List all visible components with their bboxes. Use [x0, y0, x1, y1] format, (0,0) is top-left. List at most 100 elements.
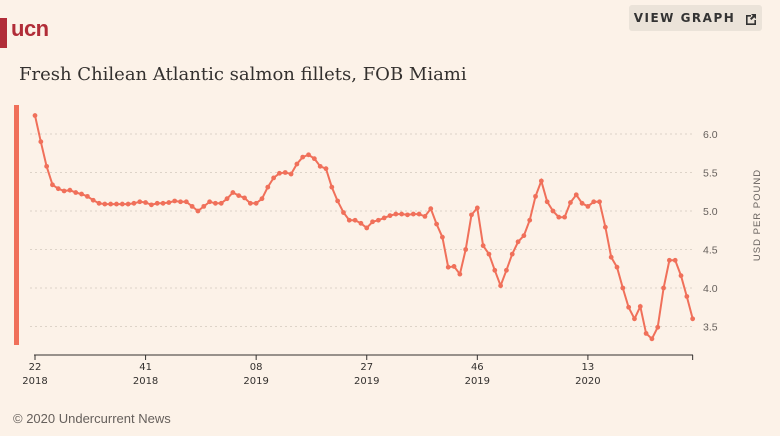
data-point[interactable] [626, 304, 632, 310]
data-point[interactable] [451, 264, 457, 269]
data-point[interactable] [335, 198, 341, 204]
data-point[interactable] [463, 247, 469, 252]
data-point[interactable] [90, 197, 96, 203]
data-point[interactable] [597, 199, 602, 205]
data-point[interactable] [137, 199, 143, 205]
data-point[interactable] [358, 220, 364, 226]
data-point[interactable] [521, 233, 527, 239]
data-point[interactable] [73, 190, 79, 195]
data-point[interactable] [661, 285, 666, 291]
data-point[interactable] [183, 199, 189, 205]
data-point[interactable] [556, 214, 562, 220]
data-point[interactable] [422, 213, 428, 219]
data-point[interactable] [620, 285, 626, 291]
data-point[interactable] [434, 221, 439, 227]
data-point[interactable] [591, 199, 597, 205]
data-point[interactable] [265, 184, 271, 190]
data-point[interactable] [509, 251, 515, 257]
data-point[interactable] [690, 316, 696, 322]
data-point[interactable] [352, 217, 358, 223]
data-point[interactable] [329, 184, 335, 190]
data-point[interactable] [143, 200, 148, 205]
data-point[interactable] [684, 294, 690, 299]
data-point[interactable] [602, 224, 608, 230]
data-point[interactable] [393, 211, 399, 217]
data-point[interactable] [149, 202, 154, 208]
data-point[interactable] [224, 196, 230, 202]
data-point[interactable] [102, 201, 108, 207]
data-point[interactable] [666, 257, 672, 263]
data-point[interactable] [277, 170, 282, 176]
data-point[interactable] [207, 199, 213, 205]
data-point[interactable] [131, 200, 137, 206]
data-point[interactable] [585, 203, 591, 209]
data-point[interactable] [213, 200, 218, 206]
data-point[interactable] [643, 331, 649, 336]
data-point[interactable] [399, 211, 405, 217]
data-point[interactable] [44, 163, 50, 169]
data-point[interactable] [655, 324, 661, 330]
data-point[interactable] [474, 205, 480, 211]
data-point[interactable] [637, 304, 643, 309]
data-point[interactable] [230, 190, 236, 195]
data-point[interactable] [288, 171, 294, 177]
data-point[interactable] [469, 212, 474, 218]
data-point[interactable] [375, 217, 381, 223]
data-point[interactable] [614, 264, 620, 270]
data-point[interactable] [160, 200, 166, 206]
data-point[interactable] [387, 213, 393, 219]
data-point[interactable] [96, 200, 102, 206]
data-point[interactable] [649, 336, 655, 342]
data-point[interactable] [61, 188, 67, 194]
view-graph-button[interactable]: VIEW GRAPH [629, 5, 762, 31]
data-point[interactable] [154, 200, 160, 206]
data-point[interactable] [306, 152, 311, 158]
data-point[interactable] [445, 264, 451, 270]
data-point[interactable] [568, 200, 573, 205]
data-point[interactable] [201, 203, 207, 209]
data-point[interactable] [533, 193, 538, 199]
data-point[interactable] [562, 214, 568, 220]
data-point[interactable] [498, 283, 503, 289]
data-point[interactable] [480, 243, 486, 249]
data-point[interactable] [178, 199, 183, 205]
data-point[interactable] [416, 211, 422, 217]
data-point[interactable] [311, 156, 317, 162]
data-point[interactable] [38, 139, 44, 145]
data-point[interactable] [573, 192, 579, 198]
data-point[interactable] [323, 166, 329, 172]
data-point[interactable] [381, 215, 387, 221]
data-point[interactable] [405, 212, 410, 218]
data-point[interactable] [538, 178, 544, 184]
data-point[interactable] [678, 273, 684, 279]
data-point[interactable] [428, 206, 434, 212]
data-point[interactable] [527, 217, 533, 223]
data-point[interactable] [114, 201, 119, 207]
data-point[interactable] [253, 200, 259, 206]
data-point[interactable] [242, 195, 247, 201]
data-point[interactable] [119, 201, 125, 207]
data-point[interactable] [172, 198, 178, 204]
data-point[interactable] [550, 208, 556, 214]
data-point[interactable] [32, 113, 38, 118]
data-point[interactable] [108, 201, 114, 207]
data-point[interactable] [218, 200, 224, 206]
data-point[interactable] [608, 254, 614, 260]
data-point[interactable] [84, 193, 90, 199]
data-point[interactable] [236, 193, 242, 199]
data-point[interactable] [300, 154, 306, 160]
data-point[interactable] [346, 217, 352, 223]
data-point[interactable] [259, 196, 265, 202]
data-point[interactable] [271, 175, 277, 181]
data-point[interactable] [50, 182, 55, 188]
data-point[interactable] [189, 203, 195, 209]
data-point[interactable] [457, 271, 463, 277]
data-point[interactable] [125, 201, 131, 207]
data-point[interactable] [79, 191, 84, 197]
data-point[interactable] [504, 267, 509, 273]
data-point[interactable] [294, 161, 300, 167]
data-point[interactable] [632, 316, 637, 322]
data-point[interactable] [370, 219, 375, 225]
data-point[interactable] [166, 200, 172, 205]
data-point[interactable] [282, 170, 288, 175]
